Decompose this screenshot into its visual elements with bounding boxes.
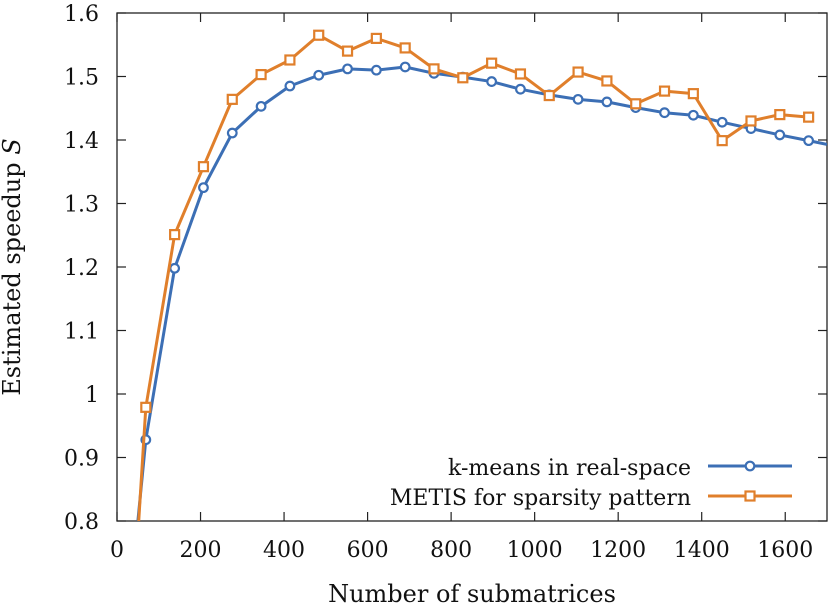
data-point	[169, 229, 181, 241]
data-point	[284, 80, 296, 92]
data-point	[399, 42, 411, 54]
y-tick-label: 1.3	[64, 193, 99, 218]
series-kmeans	[136, 61, 827, 521]
y-tick-label: 0.9	[64, 447, 99, 472]
data-point	[572, 66, 584, 78]
data-point	[803, 135, 815, 147]
data-point	[803, 111, 815, 123]
plot-frame	[116, 12, 828, 522]
legend: k-means in real-space METIS for sparsity…	[390, 456, 792, 511]
data-point	[515, 83, 526, 95]
data-point	[313, 69, 325, 81]
series-metis	[137, 29, 815, 521]
x-tick-label: 1600	[757, 538, 813, 563]
data-point	[370, 64, 382, 76]
data-point	[687, 109, 699, 121]
x-tick-labels: 0 200 400 600 800 1000 1200 1400 1600	[110, 538, 813, 563]
legend-label-metis: METIS for sparsity pattern	[390, 486, 691, 511]
x-tick-label: 0	[110, 538, 124, 563]
data-point	[457, 72, 469, 84]
y-tick-label: 1.6	[64, 2, 99, 27]
data-point	[198, 182, 209, 194]
y-tick-label: 1.1	[64, 320, 99, 345]
data-point	[284, 54, 296, 66]
series-line	[137, 33, 809, 521]
y-tick-label: 0.8	[64, 510, 99, 535]
data-point	[486, 76, 498, 87]
legend-label-kmeans: k-means in real-space	[448, 456, 691, 481]
x-tick-label: 600	[347, 538, 389, 563]
series-layer	[136, 29, 827, 521]
tick-marks	[116, 12, 827, 522]
y-tick-label: 1.5	[64, 66, 99, 91]
y-axis-label: Estimated speedup S	[0, 138, 26, 395]
data-point	[572, 93, 584, 105]
data-point	[543, 89, 555, 102]
y-tick-label: 1	[85, 383, 99, 408]
data-point	[428, 63, 440, 75]
data-point	[745, 115, 757, 127]
x-tick-label: 1400	[674, 538, 730, 563]
x-tick-label: 1200	[590, 538, 646, 563]
data-point	[486, 57, 498, 69]
data-point	[313, 29, 325, 41]
data-point	[255, 100, 267, 112]
data-point	[342, 63, 353, 75]
data-point	[630, 98, 642, 110]
y-axis-label-text: Estimated speedup	[0, 162, 26, 395]
legend-swatch-marker	[744, 460, 756, 472]
data-point	[716, 116, 728, 128]
data-point	[774, 129, 786, 141]
data-point	[774, 108, 786, 121]
data-point	[514, 68, 527, 80]
y-tick-label: 1.2	[64, 256, 99, 281]
legend-swatch-marker	[744, 490, 756, 502]
x-tick-label: 800	[430, 538, 472, 563]
data-point	[197, 161, 210, 173]
data-point	[169, 262, 181, 274]
data-point	[601, 96, 613, 108]
x-axis-label: Number of submatrices	[328, 580, 616, 606]
data-point	[716, 135, 728, 147]
x-tick-label: 200	[180, 538, 222, 563]
y-tick-labels: 0.8 0.9 1 1.1 1.2 1.3 1.4 1.5 1.6	[64, 2, 99, 535]
data-point	[140, 401, 152, 413]
data-point	[370, 32, 382, 45]
data-point	[658, 85, 671, 97]
data-point	[687, 88, 699, 100]
data-point	[341, 45, 354, 57]
x-tick-label: 1000	[507, 538, 563, 563]
x-tick-label: 400	[263, 538, 305, 563]
data-point	[255, 68, 267, 81]
data-point	[601, 75, 613, 87]
data-point	[659, 107, 670, 119]
data-point	[226, 93, 238, 105]
y-axis-label-symbol: S	[0, 138, 26, 154]
data-point	[226, 127, 238, 139]
legend-swatches	[708, 460, 792, 502]
data-point	[399, 61, 411, 73]
y-tick-label: 1.4	[64, 129, 99, 154]
